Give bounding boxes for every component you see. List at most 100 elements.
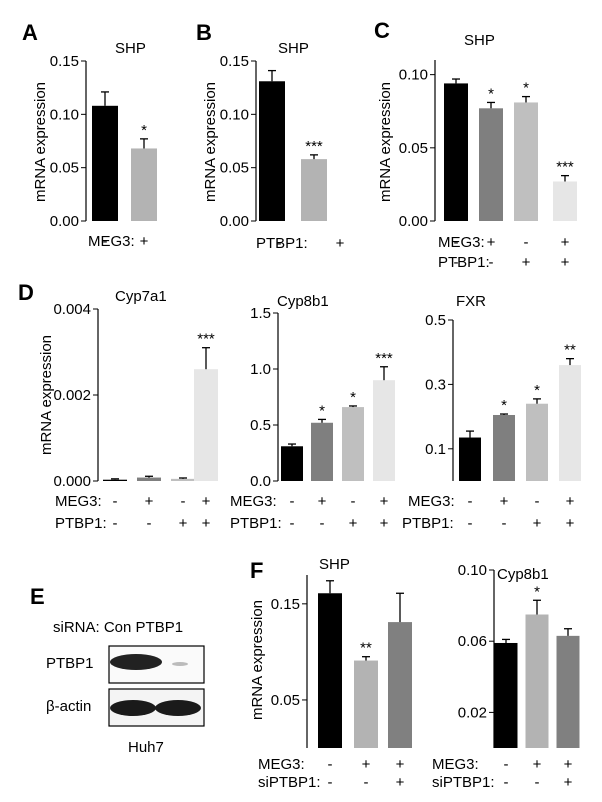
condition-label: PTBP1: [256,235,308,252]
condition-value: - [535,493,540,510]
y-tick-label: 0.000 [53,473,91,490]
condition-label: MEG3: [88,233,135,250]
blot-row-label: β-actin [46,698,91,715]
condition-label: siPTBP1: [432,774,495,791]
bar [103,479,127,481]
chart-title: Cyp7a1 [115,288,167,305]
condition-value: + [380,515,389,532]
condition-value: + [522,254,531,271]
y-tick-label: 0.10 [458,562,487,579]
condition-value: + [179,515,188,532]
blot-header: siRNA: Con PTBP1 [53,619,183,636]
bar [525,614,549,748]
condition-value: + [140,233,149,250]
blot-cell-line: Huh7 [128,739,164,756]
condition-value: - [489,254,494,271]
significance-label: * [488,85,494,102]
bar [556,635,580,748]
condition-value: + [566,493,575,510]
chart-title: FXR [456,293,486,310]
condition-value: - [320,515,325,532]
condition-label: MEG3: [432,756,479,773]
y-tick-label: 0.05 [399,140,428,157]
condition-label: PTBP1: [230,515,282,532]
condition-value: + [561,234,570,251]
y-tick-label: 0.00 [50,213,79,230]
bar [281,446,303,481]
y-axis-label: mRNA expression [249,600,266,720]
condition-label: PTBP1: [402,515,454,532]
condition-label: PTBP1: [55,515,107,532]
panel-label: C [374,18,390,43]
y-tick-label: 0.06 [458,633,487,650]
y-tick-label: 1.5 [250,305,271,322]
panel-label: A [22,20,38,45]
bar [131,148,157,221]
y-tick-label: 0.05 [50,160,79,177]
significance-label: * [534,583,540,600]
condition-value: + [396,774,405,791]
condition-value: + [564,756,573,773]
blot-band [172,662,188,666]
condition-value: + [396,756,405,773]
significance-label: *** [197,331,215,348]
condition-label: PTBP1: [438,254,490,271]
bar [171,478,195,481]
condition-label: siPTBP1: [258,774,321,791]
condition-value: + [145,493,154,510]
condition-value: + [533,515,542,532]
chart-title: Cyp8b1 [277,293,329,310]
chart-title: SHP [278,40,309,57]
condition-value: - [277,235,282,252]
chart-title: SHP [115,40,146,57]
y-axis-label: mRNA expression [32,82,49,202]
condition-value: - [351,493,356,510]
condition-value: - [524,234,529,251]
condition-value: + [500,493,509,510]
y-tick-label: 0.05 [271,692,300,709]
condition-label: MEG3: [408,493,455,510]
condition-value: - [290,515,295,532]
condition-value: - [504,756,509,773]
bar [354,660,378,748]
blot-band [155,700,201,716]
y-tick-label: 0.5 [250,417,271,434]
bar [301,159,327,221]
condition-value: + [566,515,575,532]
condition-value: + [564,774,573,791]
bar [137,477,161,481]
condition-value: + [349,515,358,532]
condition-value: + [362,756,371,773]
blot-row-label: PTBP1 [46,655,94,672]
panel-label: E [30,584,45,609]
y-tick-label: 0.10 [50,106,79,123]
significance-label: * [350,389,356,406]
bar [494,642,518,748]
condition-value: - [454,234,459,251]
bar [479,108,503,221]
significance-label: * [501,397,507,414]
blot-band [110,654,162,670]
condition-value: - [113,493,118,510]
condition-value: - [468,493,473,510]
condition-value: - [504,774,509,791]
condition-value: - [147,515,152,532]
y-tick-label: 0.05 [220,160,249,177]
significance-label: ** [360,640,372,657]
blot-band [110,700,156,716]
condition-value: + [336,235,345,252]
y-axis-label: mRNA expression [38,335,55,455]
condition-value: - [502,515,507,532]
condition-value: - [328,756,333,773]
bar [526,403,548,481]
condition-value: + [202,515,211,532]
condition-value: - [535,774,540,791]
bar [311,422,333,481]
y-axis-label: mRNA expression [202,82,219,202]
condition-value: + [380,493,389,510]
y-tick-label: 0.10 [399,67,428,84]
condition-value: - [328,774,333,791]
significance-label: * [534,382,540,399]
y-tick-label: 0.5 [425,312,446,329]
condition-value: + [487,234,496,251]
